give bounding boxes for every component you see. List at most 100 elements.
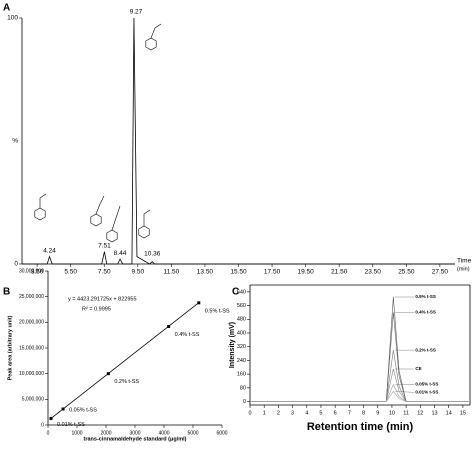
panel-letter: B bbox=[3, 287, 10, 298]
structure bbox=[138, 225, 150, 239]
point-label: 0.4% t-SS bbox=[175, 332, 200, 338]
x-tick-label: 15 bbox=[460, 410, 466, 416]
point-label: 0.01% t-SS bbox=[57, 422, 85, 428]
y-axis-label: Peak area (arbitrary unit) bbox=[7, 315, 13, 380]
x-tick-label: 1000 bbox=[71, 430, 82, 436]
x-tick-label: 23.50 bbox=[365, 269, 382, 276]
x-tick-label: 3.50 bbox=[31, 269, 44, 276]
x-tick-label: 5 bbox=[319, 410, 322, 416]
data-point bbox=[61, 407, 65, 411]
chromatogram-line bbox=[250, 390, 470, 402]
y-tick-label: 0 bbox=[14, 261, 18, 268]
panel-letter: A bbox=[3, 3, 10, 14]
data-point bbox=[49, 416, 53, 420]
series-label: 0.5% t-SS bbox=[415, 294, 436, 299]
structure bbox=[95, 195, 105, 215]
structure bbox=[145, 37, 157, 51]
y-tick-label: 160 bbox=[237, 372, 246, 378]
y-tick-label: 30,000,000 bbox=[19, 268, 44, 274]
data-point bbox=[106, 372, 110, 376]
panel-letter: C bbox=[232, 287, 239, 298]
chromatogram-line bbox=[250, 312, 470, 402]
peak-label: 10.36 bbox=[144, 251, 161, 258]
y-tick-label: 480 bbox=[237, 317, 246, 323]
x-tick-label: 9 bbox=[376, 410, 379, 416]
structure bbox=[90, 213, 102, 227]
x-axis-label: trans-cinnamaldehyde standard (μg/ml) bbox=[84, 436, 187, 442]
y-tick-label: 5,000,000 bbox=[22, 397, 44, 403]
y-tick-label: 240 bbox=[237, 358, 246, 364]
x-tick-label: 2 bbox=[277, 410, 280, 416]
x-tick-label: 11.50 bbox=[163, 269, 179, 276]
x-tick-label: 1 bbox=[263, 410, 266, 416]
peak-label: 7.51 bbox=[98, 242, 111, 249]
structure bbox=[150, 23, 162, 39]
chromatogram-line bbox=[22, 17, 455, 265]
structure bbox=[106, 229, 118, 243]
structure bbox=[111, 205, 121, 231]
x-tick-label: 19.50 bbox=[297, 269, 314, 276]
x-tick-label: 15.50 bbox=[230, 269, 247, 276]
x-tick-label: 3 bbox=[291, 410, 294, 416]
x-tick-label: 12 bbox=[417, 410, 423, 416]
equation: y = 4423.291725x + 822955 bbox=[68, 296, 137, 302]
x-tick-label: 4 bbox=[305, 410, 308, 416]
y-tick-label: 400 bbox=[237, 330, 246, 336]
x-tick-label: 5000 bbox=[187, 430, 198, 436]
x-tick-label: 17.50 bbox=[264, 269, 281, 276]
series-label: CE bbox=[415, 366, 421, 371]
y-tick-label: 0 bbox=[243, 399, 246, 405]
y-tick-label: 320 bbox=[237, 344, 246, 350]
x-axis-unit: (min) bbox=[457, 266, 470, 272]
trendline bbox=[50, 302, 200, 419]
point-label: 0.2% t-SS bbox=[114, 379, 139, 385]
series-label: 0.2% t-SS bbox=[415, 347, 436, 352]
x-tick-label: 27.50 bbox=[432, 269, 449, 276]
y-tick-label: 20,000,000 bbox=[19, 320, 44, 326]
x-tick-label: 9.50 bbox=[131, 269, 144, 276]
y-tick-label: 0 bbox=[41, 422, 44, 428]
x-tick-label: 13 bbox=[431, 410, 437, 416]
x-tick-label: 0 bbox=[47, 430, 50, 436]
x-tick-label: 11 bbox=[403, 410, 409, 416]
x-tick-label: 8 bbox=[362, 410, 365, 416]
structure bbox=[143, 209, 151, 226]
y-tick-label: 25,000,000 bbox=[19, 294, 44, 300]
series-label: 0.01% t-SS bbox=[415, 390, 438, 395]
leader-line bbox=[395, 391, 415, 393]
peak-label: 4.24 bbox=[43, 247, 56, 254]
point-label: 0.05% t-SS bbox=[69, 407, 97, 413]
y-tick-label: 80 bbox=[240, 385, 246, 391]
x-tick-label: 7.50 bbox=[98, 269, 111, 276]
peak-label: 8.44 bbox=[114, 250, 127, 257]
x-tick-label: 7 bbox=[348, 410, 351, 416]
x-tick-label: 13.50 bbox=[197, 269, 214, 276]
y-tick-label: 15,000,000 bbox=[19, 345, 44, 351]
y-tick-label: 560 bbox=[237, 303, 246, 309]
y-axis-label: % bbox=[12, 138, 18, 145]
x-tick-label: 6 bbox=[334, 410, 337, 416]
y-axis-label: Intensity (mV) bbox=[229, 322, 236, 368]
x-tick-label: 14 bbox=[446, 410, 452, 416]
x-tick-label: 6000 bbox=[216, 430, 227, 436]
y-tick-label: 100 bbox=[7, 15, 18, 22]
point-label: 0.5% t-SS bbox=[205, 308, 230, 314]
y-tick-label: 10,000,000 bbox=[19, 371, 44, 377]
series-label: 0.05% t-SS bbox=[415, 382, 438, 387]
x-tick-label: 5.50 bbox=[64, 269, 77, 276]
x-tick-label: 25.50 bbox=[398, 269, 415, 276]
y-tick-label: 640 bbox=[237, 289, 246, 295]
x-tick-label: 3000 bbox=[129, 430, 140, 436]
data-point bbox=[197, 301, 201, 305]
x-tick-label: 10 bbox=[389, 410, 395, 416]
series-label: 0.4% t-SS bbox=[415, 310, 436, 315]
structure bbox=[34, 207, 46, 221]
x-tick-label: 4000 bbox=[158, 430, 169, 436]
x-axis-label: Retention time (min) bbox=[307, 421, 414, 433]
r-squared: R² = 0.9995 bbox=[82, 306, 111, 312]
structure bbox=[39, 193, 47, 208]
x-axis-label: Time bbox=[457, 258, 472, 265]
x-tick-label: 0 bbox=[248, 410, 251, 416]
